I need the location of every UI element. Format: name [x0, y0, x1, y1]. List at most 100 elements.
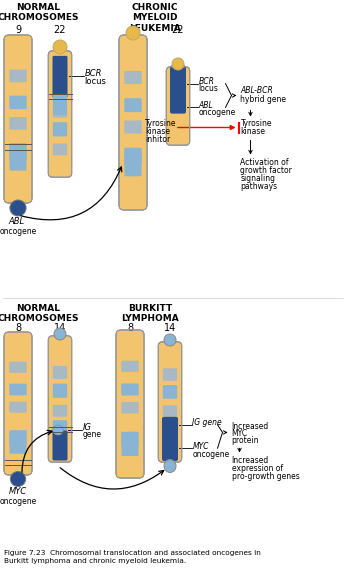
Text: gene: gene — [82, 430, 101, 439]
FancyBboxPatch shape — [9, 117, 27, 130]
FancyBboxPatch shape — [9, 143, 27, 160]
FancyArrowPatch shape — [249, 141, 252, 153]
FancyArrowPatch shape — [232, 94, 236, 97]
Ellipse shape — [53, 425, 63, 435]
Text: pro-growth genes: pro-growth genes — [231, 472, 299, 481]
Text: NORMAL
CHROMOSOMES: NORMAL CHROMOSOMES — [0, 3, 79, 22]
Text: locus: locus — [199, 84, 218, 93]
FancyBboxPatch shape — [166, 67, 190, 145]
Text: 9: 9 — [15, 25, 21, 35]
FancyArrowPatch shape — [22, 430, 52, 472]
Ellipse shape — [10, 472, 26, 486]
Text: 22: 22 — [54, 25, 66, 35]
FancyBboxPatch shape — [170, 65, 186, 113]
FancyArrowPatch shape — [238, 448, 241, 452]
FancyBboxPatch shape — [121, 432, 139, 447]
Text: signaling: signaling — [240, 174, 275, 183]
Text: 8: 8 — [127, 323, 133, 333]
FancyBboxPatch shape — [125, 151, 142, 176]
Text: IG: IG — [82, 423, 91, 432]
FancyBboxPatch shape — [53, 56, 67, 98]
FancyBboxPatch shape — [163, 368, 177, 381]
Text: 14: 14 — [54, 323, 66, 333]
Text: protein: protein — [231, 436, 259, 445]
Text: Increased: Increased — [231, 456, 269, 465]
FancyBboxPatch shape — [121, 383, 139, 396]
Text: inhitor: inhitor — [145, 135, 170, 144]
FancyBboxPatch shape — [9, 69, 27, 82]
FancyBboxPatch shape — [9, 362, 27, 373]
Text: ABL-BCR: ABL-BCR — [240, 86, 273, 95]
Text: pathways: pathways — [240, 182, 277, 191]
FancyBboxPatch shape — [163, 405, 177, 417]
FancyBboxPatch shape — [9, 146, 27, 171]
FancyBboxPatch shape — [124, 148, 142, 165]
Text: oncogene: oncogene — [0, 226, 37, 236]
FancyArrowPatch shape — [60, 467, 164, 489]
FancyBboxPatch shape — [163, 385, 177, 399]
FancyBboxPatch shape — [119, 35, 147, 210]
FancyBboxPatch shape — [124, 98, 142, 112]
FancyBboxPatch shape — [53, 94, 67, 115]
Text: BCR: BCR — [84, 69, 102, 78]
FancyBboxPatch shape — [158, 342, 182, 462]
Circle shape — [172, 58, 184, 70]
FancyBboxPatch shape — [53, 122, 67, 136]
Text: oncogene: oncogene — [192, 450, 230, 459]
Text: MYC: MYC — [192, 442, 209, 450]
FancyBboxPatch shape — [9, 430, 27, 445]
FancyBboxPatch shape — [9, 384, 27, 395]
Circle shape — [54, 328, 66, 340]
Circle shape — [126, 26, 140, 40]
Text: 8: 8 — [15, 323, 21, 333]
FancyBboxPatch shape — [116, 330, 144, 478]
FancyBboxPatch shape — [124, 121, 142, 133]
Text: CHRONIC
MYELOID
LEUKEMIA: CHRONIC MYELOID LEUKEMIA — [129, 3, 181, 33]
FancyBboxPatch shape — [48, 51, 72, 177]
FancyArrowPatch shape — [223, 431, 227, 434]
Text: growth factor: growth factor — [240, 166, 292, 175]
FancyBboxPatch shape — [171, 93, 185, 103]
Text: oncogene: oncogene — [199, 108, 236, 117]
FancyBboxPatch shape — [53, 366, 67, 379]
Text: 22: 22 — [172, 25, 184, 35]
Circle shape — [164, 334, 176, 346]
FancyBboxPatch shape — [121, 360, 139, 372]
FancyBboxPatch shape — [121, 402, 139, 413]
Text: expression of: expression of — [231, 464, 283, 473]
Text: Activation of: Activation of — [240, 158, 289, 167]
FancyBboxPatch shape — [53, 383, 67, 398]
Text: IG gene: IG gene — [192, 418, 222, 427]
FancyBboxPatch shape — [9, 402, 27, 413]
Text: Tyrosine: Tyrosine — [240, 119, 272, 128]
FancyBboxPatch shape — [53, 103, 67, 118]
Text: 9: 9 — [130, 25, 136, 35]
Text: 14: 14 — [164, 323, 176, 333]
Text: Figure 7.23  Chromosomal translocation and associated oncogenes in
Burkitt lymph: Figure 7.23 Chromosomal translocation an… — [4, 550, 261, 564]
FancyBboxPatch shape — [162, 417, 178, 461]
Text: MYC: MYC — [231, 429, 248, 438]
Circle shape — [53, 40, 67, 54]
Text: oncogene: oncogene — [0, 496, 37, 506]
FancyBboxPatch shape — [121, 437, 138, 456]
Text: Tyrosine: Tyrosine — [145, 119, 176, 128]
Text: kinase: kinase — [145, 127, 170, 136]
Text: hybrid gene: hybrid gene — [240, 95, 286, 104]
Text: ABL: ABL — [199, 101, 213, 110]
FancyBboxPatch shape — [124, 71, 142, 84]
FancyBboxPatch shape — [53, 430, 67, 460]
Text: MYC: MYC — [9, 487, 27, 496]
FancyBboxPatch shape — [53, 143, 67, 155]
Text: BCR: BCR — [199, 77, 215, 86]
FancyBboxPatch shape — [9, 436, 27, 454]
Text: Increased: Increased — [231, 422, 269, 431]
FancyBboxPatch shape — [4, 35, 32, 203]
FancyBboxPatch shape — [53, 420, 67, 433]
FancyArrowPatch shape — [21, 167, 122, 220]
FancyBboxPatch shape — [4, 332, 32, 475]
FancyBboxPatch shape — [53, 405, 67, 417]
FancyArrowPatch shape — [249, 111, 252, 116]
Ellipse shape — [10, 200, 26, 216]
Ellipse shape — [164, 459, 176, 473]
Text: locus: locus — [84, 77, 106, 86]
